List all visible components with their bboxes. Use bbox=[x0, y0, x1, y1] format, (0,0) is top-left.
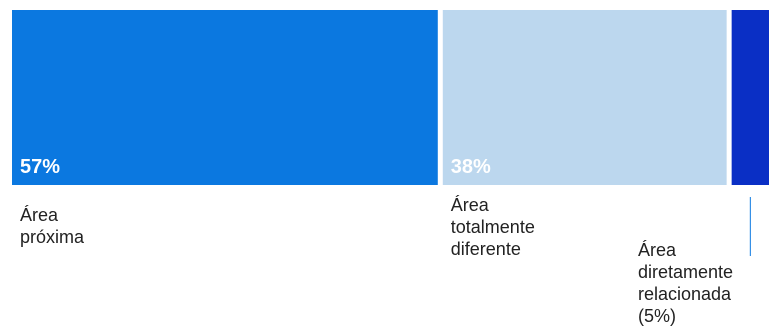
category-label-2-line-1: Área bbox=[451, 195, 490, 215]
category-label-2-line-3: diferente bbox=[451, 239, 521, 259]
category-label-1: Área próxima bbox=[20, 205, 85, 247]
bar-segment-1 bbox=[12, 10, 438, 185]
value-label-1: 57% bbox=[20, 156, 60, 178]
category-label-2-line-2: totalmente bbox=[451, 217, 535, 237]
bar-segment-2 bbox=[442, 10, 727, 185]
category-label-3-line-4: (5%) bbox=[638, 306, 676, 326]
category-label-3-line-3: relacionada bbox=[638, 284, 732, 304]
category-label-2: Área totalmente diferente bbox=[451, 195, 535, 259]
bar-segment-3 bbox=[731, 10, 769, 185]
category-label-3: Área diretamente relacionada (5%) bbox=[638, 240, 733, 326]
category-label-1-line-1: Área bbox=[20, 205, 59, 225]
value-label-2: 38% bbox=[451, 156, 491, 178]
category-label-1-line-2: próxima bbox=[20, 227, 85, 247]
category-label-3-line-1: Área bbox=[638, 240, 677, 260]
category-label-3-line-2: diretamente bbox=[638, 262, 733, 282]
